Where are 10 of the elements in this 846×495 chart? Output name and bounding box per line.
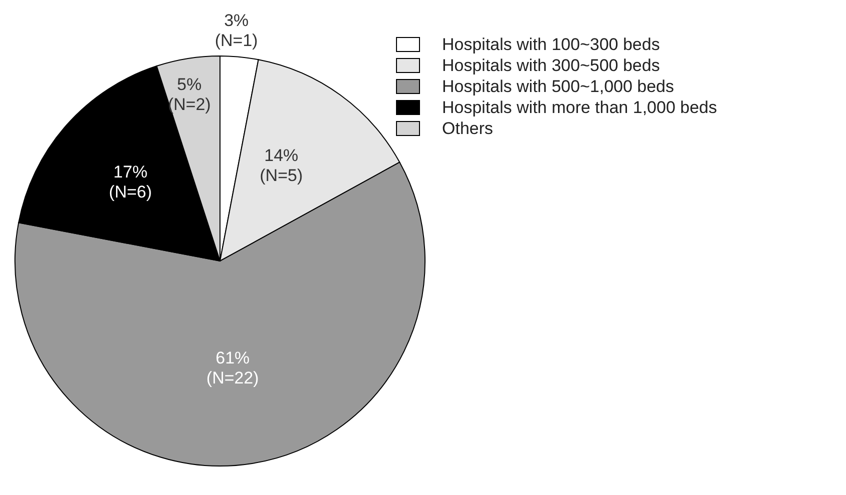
- data-label: 5% (N=2): [168, 74, 211, 114]
- data-label: 61% (N=22): [206, 348, 259, 387]
- legend-label: Hospitals with 300~500 beds: [442, 56, 660, 76]
- legend-label: Hospitals with 100~300 beds: [442, 34, 660, 54]
- data-label: 14% (N=5): [260, 145, 303, 184]
- legend-label: Hospitals with 500~1,000 beds: [442, 76, 674, 96]
- legend-label: Others: [442, 118, 494, 138]
- data-label: 17% (N=6): [108, 162, 152, 201]
- legend-label: Hospitals with more than 1,000 beds: [442, 98, 717, 118]
- data-label: 3% (N=1): [214, 10, 258, 50]
